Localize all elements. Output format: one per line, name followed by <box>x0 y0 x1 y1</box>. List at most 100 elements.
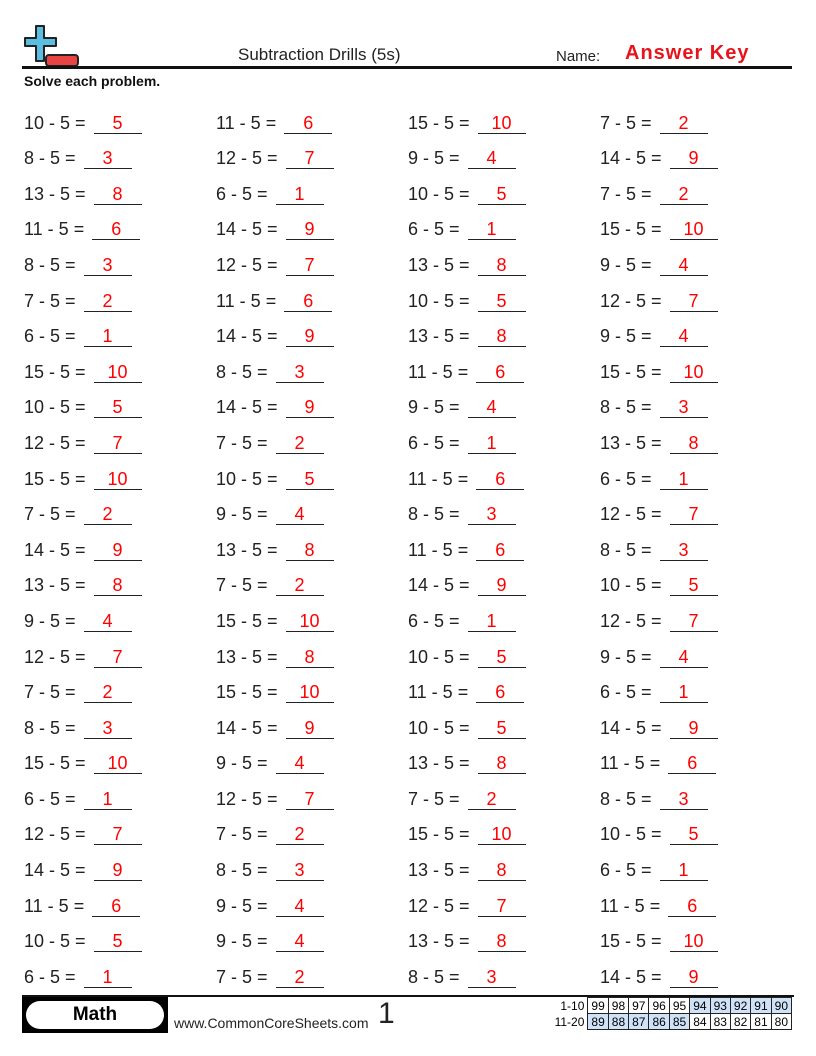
problem-text: 11 - 5 = <box>600 753 661 774</box>
problem-text: 15 - 5 = <box>408 112 470 133</box>
problem: 6 - 5 = 1 <box>600 668 792 704</box>
problem: 15 - 5 = 10 <box>24 454 216 490</box>
answer: 6 <box>92 219 141 241</box>
problem-text: 7 - 5 = <box>24 682 76 703</box>
answer: 2 <box>275 575 324 597</box>
answer: 1 <box>467 433 516 454</box>
answer: 9 <box>93 540 142 561</box>
problem: 14 - 5 = 9 <box>216 312 408 348</box>
problem: 14 - 5 = 9 <box>216 205 408 241</box>
answer: 1 <box>83 789 132 810</box>
problem: 9 - 5 = 4 <box>600 632 792 668</box>
problem-text: 7 - 5 = <box>216 575 268 596</box>
answer: 5 <box>477 647 526 668</box>
problem: 7 - 5 = 2 <box>216 810 408 846</box>
problem: 15 - 5 = 10 <box>600 347 792 383</box>
answer: 2 <box>83 682 132 704</box>
problem: 8 - 5 = 3 <box>24 240 216 276</box>
answer: 5 <box>669 824 718 846</box>
problem-text: 13 - 5 = <box>408 753 470 774</box>
answer: 2 <box>467 789 516 810</box>
problem-text: 8 - 5 = <box>408 966 460 987</box>
problem-grid: 10 - 5 = 5 11 - 5 = 6 15 - 5 = 10 7 - 5 = 2 8 - … <box>24 98 804 988</box>
answer: 8 <box>285 647 334 668</box>
answer: 2 <box>275 433 324 454</box>
problem-text: 7 - 5 = <box>600 183 652 204</box>
problem: 15 - 5 = 10 <box>24 739 216 775</box>
problem: 8 - 5 = 3 <box>600 525 792 561</box>
problem: 10 - 5 = 5 <box>408 703 600 739</box>
answer: 5 <box>477 291 526 312</box>
problem: 13 - 5 = 8 <box>408 240 600 276</box>
problem-text: 9 - 5 = <box>24 610 76 631</box>
problem: 10 - 5 = 5 <box>600 561 792 597</box>
problem-row: 7 - 5 = 2 15 - 5 = 10 11 - 5 = 6 6 - 5 = 1 <box>24 668 804 704</box>
answer: 10 <box>285 682 334 704</box>
answer: 10 <box>477 824 526 846</box>
problem-row: 10 - 5 = 5 14 - 5 = 9 9 - 5 = 4 8 - 5 = 3 <box>24 383 804 419</box>
problem-text: 6 - 5 = <box>408 219 460 240</box>
plus-minus-logo-icon <box>24 25 79 67</box>
problem-text: 15 - 5 = <box>600 361 662 382</box>
problem: 9 - 5 = 4 <box>24 596 216 632</box>
problem-row: 10 - 5 = 5 11 - 5 = 6 15 - 5 = 10 7 - 5 = 2 <box>24 98 804 134</box>
problem-text: 12 - 5 = <box>24 824 86 845</box>
problem: 9 - 5 = 4 <box>216 881 408 917</box>
problem: 14 - 5 = 9 <box>24 845 216 882</box>
problem-text: 12 - 5 = <box>216 254 278 275</box>
answer: 2 <box>83 291 132 312</box>
answer: 9 <box>93 860 142 882</box>
score-cell: 87 <box>628 1013 650 1030</box>
site-url: www.CommonCoreSheets.com <box>174 1015 369 1031</box>
score-range-label: 11-20 <box>554 1014 585 1029</box>
problem-text: 14 - 5 = <box>24 539 86 560</box>
problem: 9 - 5 = 4 <box>408 383 600 419</box>
problem-text: 7 - 5 = <box>600 112 652 133</box>
score-cell: 83 <box>709 1013 731 1030</box>
problem-text: 8 - 5 = <box>24 254 76 275</box>
problem-text: 9 - 5 = <box>216 895 268 916</box>
problem-text: 7 - 5 = <box>216 966 268 987</box>
problem-text: 15 - 5 = <box>408 824 470 845</box>
problem-text: 14 - 5 = <box>216 397 278 418</box>
problem: 12 - 5 = 7 <box>600 276 792 312</box>
answer: 1 <box>659 682 708 704</box>
problem-text: 8 - 5 = <box>600 397 652 418</box>
problem-text: 13 - 5 = <box>408 326 470 347</box>
score-cell: 99 <box>587 997 609 1014</box>
answer: 7 <box>93 647 142 668</box>
answer: 9 <box>477 575 526 597</box>
answer: 8 <box>669 433 718 454</box>
answer: 4 <box>659 326 708 348</box>
problem: 11 - 5 = 6 <box>216 276 408 312</box>
problem: 9 - 5 = 4 <box>216 917 408 953</box>
answer: 3 <box>467 967 516 988</box>
score-cell: 85 <box>668 1013 691 1030</box>
problem: 8 - 5 = 3 <box>216 347 408 383</box>
answer: 4 <box>275 931 324 953</box>
answer: 3 <box>275 860 324 882</box>
answer: 5 <box>477 184 526 205</box>
problem-text: 10 - 5 = <box>24 112 86 133</box>
problem-text: 6 - 5 = <box>600 860 652 881</box>
answer: 9 <box>669 718 718 739</box>
problem-text: 14 - 5 = <box>408 575 470 596</box>
answer: 1 <box>659 860 708 882</box>
problem-text: 13 - 5 = <box>408 860 470 881</box>
problem: 13 - 5 = 8 <box>216 632 408 668</box>
answer: 8 <box>477 931 526 953</box>
answer: 4 <box>275 753 324 775</box>
problem-row: 7 - 5 = 2 11 - 5 = 6 10 - 5 = 5 12 - 5 = 7 <box>24 276 804 312</box>
score-cell: 98 <box>607 997 630 1014</box>
problem-text: 15 - 5 = <box>24 753 86 774</box>
problem-row: 12 - 5 = 7 13 - 5 = 8 10 - 5 = 5 9 - 5 = 4 <box>24 632 804 668</box>
answer: 2 <box>83 504 132 526</box>
problem: 8 - 5 = 3 <box>216 845 408 882</box>
problem-text: 13 - 5 = <box>600 432 662 453</box>
problem: 7 - 5 = 2 <box>24 668 216 704</box>
problem-text: 9 - 5 = <box>216 753 268 774</box>
problem-text: 14 - 5 = <box>24 860 86 881</box>
problem: 6 - 5 = 1 <box>600 845 792 882</box>
problem-text: 8 - 5 = <box>24 148 76 169</box>
problem: 8 - 5 = 3 <box>408 952 600 988</box>
